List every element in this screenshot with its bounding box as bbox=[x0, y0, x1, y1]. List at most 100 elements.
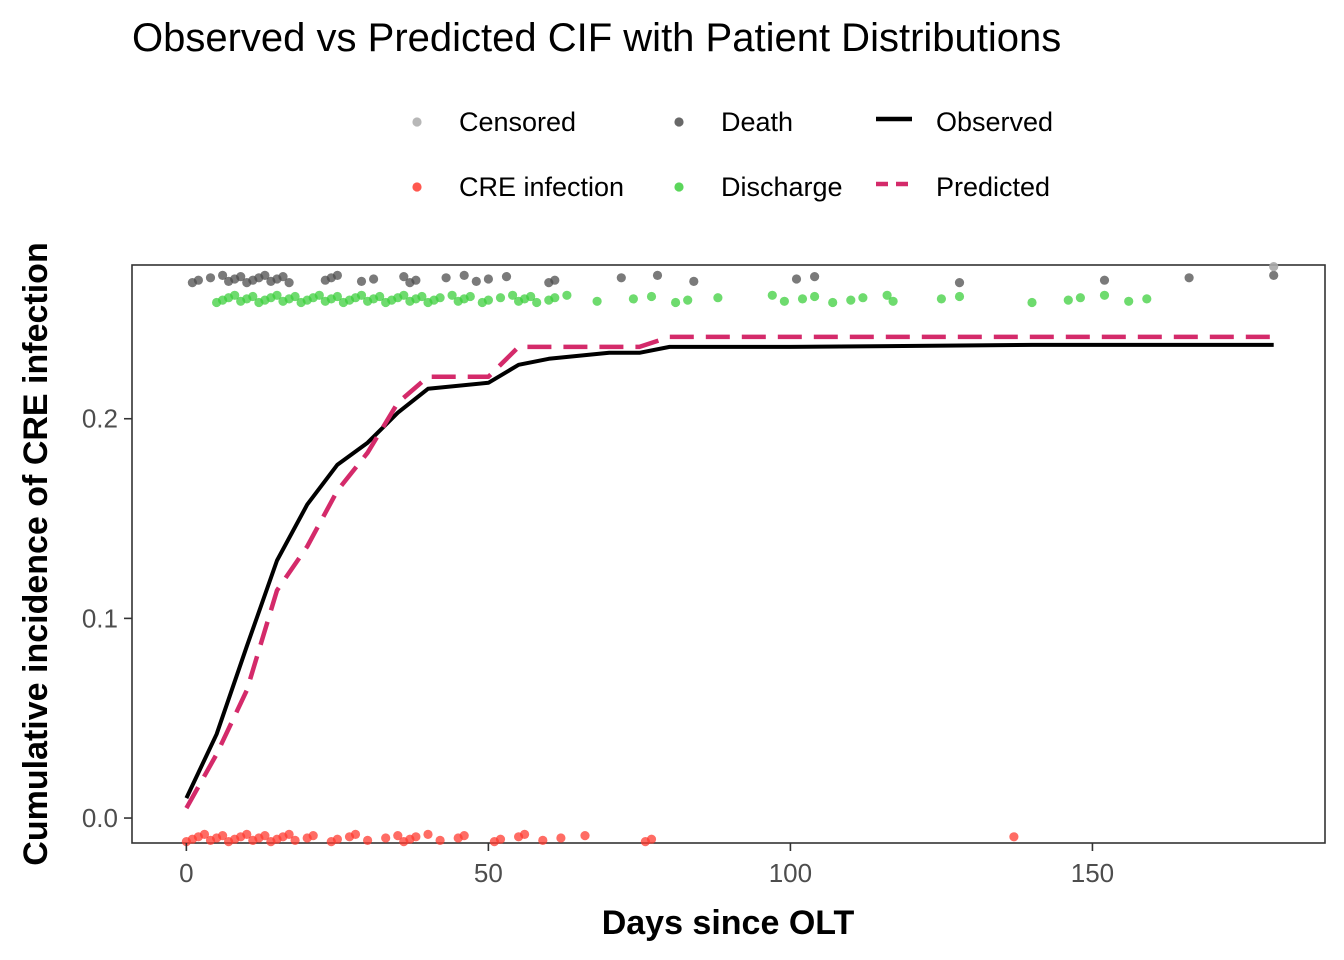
point-cre-infection bbox=[332, 834, 342, 844]
point-death bbox=[1099, 275, 1110, 285]
lines-layer bbox=[184, 334, 1274, 810]
point-cre-infection bbox=[423, 829, 433, 840]
point-death bbox=[193, 275, 203, 285]
point-discharge bbox=[435, 293, 445, 303]
point-cre-infection bbox=[435, 835, 445, 846]
point-death bbox=[689, 276, 699, 286]
point-discharge bbox=[797, 294, 808, 304]
point-cre-infection bbox=[290, 835, 300, 846]
point-discharge bbox=[592, 296, 602, 306]
point-discharge bbox=[248, 291, 258, 302]
x-tick-label: 150 bbox=[1071, 858, 1114, 888]
point-discharge bbox=[526, 291, 536, 302]
point-discharge bbox=[447, 290, 457, 300]
point-discharge bbox=[483, 295, 493, 305]
point-discharge bbox=[1124, 296, 1134, 306]
legend-label-death: Death bbox=[721, 107, 793, 137]
point-death bbox=[284, 278, 294, 288]
point-discharge bbox=[356, 290, 367, 300]
point-discharge bbox=[230, 290, 240, 300]
legend-label-cre-infection: CRE infection bbox=[459, 172, 624, 202]
legend-key-cre-infection bbox=[412, 182, 422, 192]
point-discharge bbox=[332, 291, 342, 302]
point-death bbox=[441, 273, 451, 283]
point-death bbox=[218, 270, 228, 280]
series-line-predicted bbox=[184, 334, 1274, 810]
point-death bbox=[652, 270, 663, 280]
point-discharge bbox=[272, 290, 282, 300]
point-discharge bbox=[1142, 294, 1152, 304]
point-discharge bbox=[882, 290, 892, 300]
point-cre-infection bbox=[538, 835, 548, 846]
point-discharge bbox=[532, 297, 542, 308]
point-discharge bbox=[888, 296, 898, 306]
point-discharge bbox=[646, 291, 657, 302]
legend-label-discharge: Discharge bbox=[721, 172, 843, 202]
point-death bbox=[205, 273, 216, 283]
point-death bbox=[550, 275, 560, 285]
point-discharge bbox=[550, 293, 560, 303]
point-discharge bbox=[417, 291, 427, 302]
point-discharge bbox=[828, 297, 838, 308]
point-death bbox=[332, 270, 342, 280]
point-cre-infection bbox=[199, 829, 210, 840]
point-death bbox=[356, 276, 367, 286]
point-cre-infection bbox=[242, 829, 252, 840]
point-cre-infection bbox=[308, 831, 318, 841]
point-death bbox=[278, 272, 288, 282]
chart-title: Observed vs Predicted CIF with Patient D… bbox=[132, 16, 1061, 60]
point-discharge bbox=[314, 290, 324, 300]
point-discharge bbox=[1099, 290, 1110, 300]
point-discharge bbox=[846, 295, 856, 305]
point-cre-infection bbox=[556, 833, 566, 843]
point-discharge bbox=[1063, 295, 1073, 305]
point-discharge bbox=[1075, 293, 1085, 303]
point-death bbox=[810, 272, 820, 282]
point-discharge bbox=[507, 290, 518, 300]
legend-key-death bbox=[674, 117, 684, 127]
point-cre-infection bbox=[580, 831, 590, 841]
point-cre-infection bbox=[363, 835, 373, 846]
x-tick-label: 50 bbox=[474, 858, 503, 888]
legend-label-observed: Observed bbox=[936, 107, 1053, 137]
point-discharge bbox=[628, 294, 639, 304]
point-cre-infection bbox=[459, 831, 469, 841]
point-discharge bbox=[954, 291, 965, 302]
point-death bbox=[236, 272, 246, 282]
point-cre-infection bbox=[393, 831, 403, 841]
point-death bbox=[954, 278, 965, 288]
point-discharge bbox=[683, 295, 693, 305]
y-tick-label: 0.1 bbox=[82, 603, 118, 633]
y-axis-title: Cumulative incidence of CRE infection bbox=[17, 242, 55, 865]
legend-key-discharge bbox=[674, 182, 684, 192]
point-cre-infection bbox=[284, 829, 294, 840]
plot-panel-border bbox=[131, 264, 1326, 844]
points-layer bbox=[181, 262, 1279, 847]
point-discharge bbox=[810, 291, 820, 302]
point-death bbox=[616, 273, 626, 283]
point-discharge bbox=[290, 291, 300, 302]
point-discharge bbox=[779, 296, 790, 306]
x-tick-label: 0 bbox=[179, 858, 193, 888]
point-cre-infection bbox=[646, 834, 657, 844]
legend-key-censored bbox=[412, 117, 422, 127]
point-death bbox=[501, 272, 512, 282]
point-cre-infection bbox=[350, 829, 361, 840]
legend-label-predicted: Predicted bbox=[936, 172, 1050, 202]
point-cre-infection bbox=[381, 833, 391, 843]
point-discharge bbox=[671, 297, 681, 308]
series-line-observed bbox=[184, 342, 1274, 799]
point-death bbox=[369, 274, 379, 284]
point-cre-infection bbox=[1009, 832, 1019, 842]
point-discharge bbox=[375, 291, 385, 302]
point-death bbox=[260, 270, 270, 280]
point-discharge bbox=[1027, 297, 1037, 308]
point-cre-infection bbox=[218, 831, 228, 841]
point-death bbox=[1184, 273, 1194, 283]
point-discharge bbox=[399, 290, 409, 300]
point-cre-infection bbox=[411, 832, 421, 842]
point-discharge bbox=[713, 293, 723, 303]
point-discharge bbox=[495, 293, 506, 303]
point-death bbox=[459, 270, 469, 280]
